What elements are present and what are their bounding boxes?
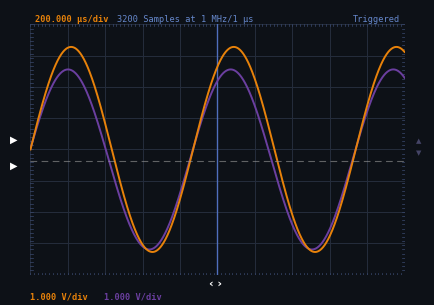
Text: 200.000 µs/div: 200.000 µs/div [35,15,108,24]
Text: ‹ ›: ‹ › [208,279,221,289]
Text: 1.000 V/div: 1.000 V/div [30,293,88,302]
Text: ▼: ▼ [415,150,421,156]
Text: ▶: ▶ [10,135,17,145]
Text: ▲: ▲ [415,138,421,145]
Text: 1.000 V/div: 1.000 V/div [104,293,162,302]
Text: 3200 Samples at 1 MHz/1 µs: 3200 Samples at 1 MHz/1 µs [117,15,253,24]
Text: Triggered: Triggered [352,15,399,24]
Text: ▶: ▶ [10,160,17,170]
